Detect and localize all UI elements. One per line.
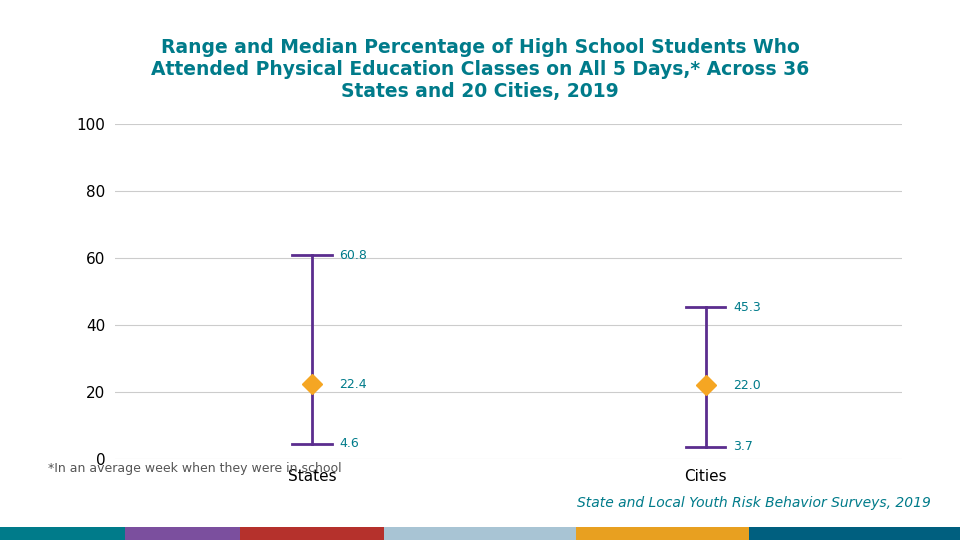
Text: Range and Median Percentage of High School Students Who
Attended Physical Educat: Range and Median Percentage of High Scho… [151,38,809,101]
Text: 3.7: 3.7 [733,440,753,453]
Text: 45.3: 45.3 [733,301,761,314]
Text: *In an average week when they were in school: *In an average week when they were in sc… [48,462,342,475]
Text: State and Local Youth Risk Behavior Surveys, 2019: State and Local Youth Risk Behavior Surv… [577,496,931,510]
Text: 22.0: 22.0 [733,379,761,392]
Text: 4.6: 4.6 [340,437,359,450]
Text: 60.8: 60.8 [340,249,368,262]
Text: 22.4: 22.4 [340,377,367,390]
